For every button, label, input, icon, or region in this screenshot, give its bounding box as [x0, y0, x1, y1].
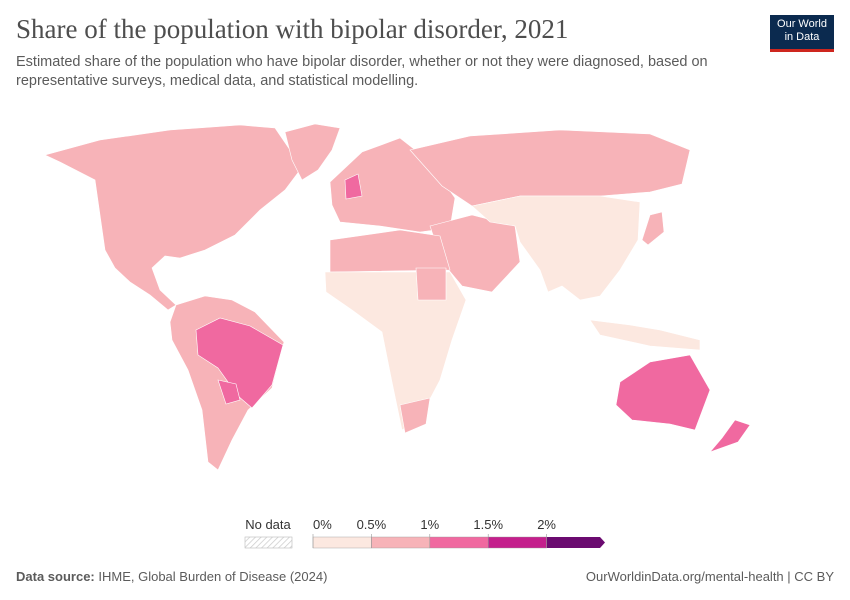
source-label: Data source:: [16, 569, 95, 584]
regions: [44, 123, 751, 471]
legend-swatch: [312, 536, 372, 549]
title: Share of the population with bipolar dis…: [16, 14, 569, 44]
legend-no-data-label: No data: [245, 517, 291, 532]
footer-url[interactable]: OurWorldinData.org/mental-health | CC BY: [585, 569, 834, 584]
region: [471, 195, 641, 301]
legend-tick-label: 1%: [420, 517, 439, 532]
region: [615, 354, 711, 431]
legend-tick-label: 0%: [313, 517, 332, 532]
legend: No data 0% 0.5% 1% 1.5% 2%: [244, 517, 605, 549]
region: [217, 379, 241, 405]
region: [415, 267, 447, 301]
footer-source: Data source: IHME, Global Burden of Dise…: [16, 569, 327, 584]
source: IHME, Global Burden of Disease (2024): [98, 569, 328, 584]
region: [44, 124, 301, 311]
region: [399, 397, 431, 434]
region: [284, 123, 341, 181]
logo[interactable]: Our World in Data: [770, 15, 834, 52]
region: [709, 419, 751, 453]
region: [195, 317, 284, 409]
region: [344, 173, 363, 200]
logo-text: Our World: [777, 18, 827, 30]
region: [641, 211, 665, 246]
legend-no-data-swatch: [244, 536, 293, 549]
legend-tick-label: 1.5%: [473, 517, 503, 532]
legend-swatch: [488, 536, 547, 549]
legend-tick-label: 0.5%: [357, 517, 387, 532]
subtitle: Estimated share of the population who ha…: [16, 54, 708, 89]
legend-swatch: [371, 536, 430, 549]
region: [589, 319, 701, 351]
legend-swatch: [429, 536, 489, 549]
legend-tick-label: 2%: [537, 517, 556, 532]
region: [409, 129, 691, 207]
logo-text: in Data: [784, 31, 820, 43]
region: [329, 229, 451, 273]
legend-swatch: [546, 537, 605, 548]
